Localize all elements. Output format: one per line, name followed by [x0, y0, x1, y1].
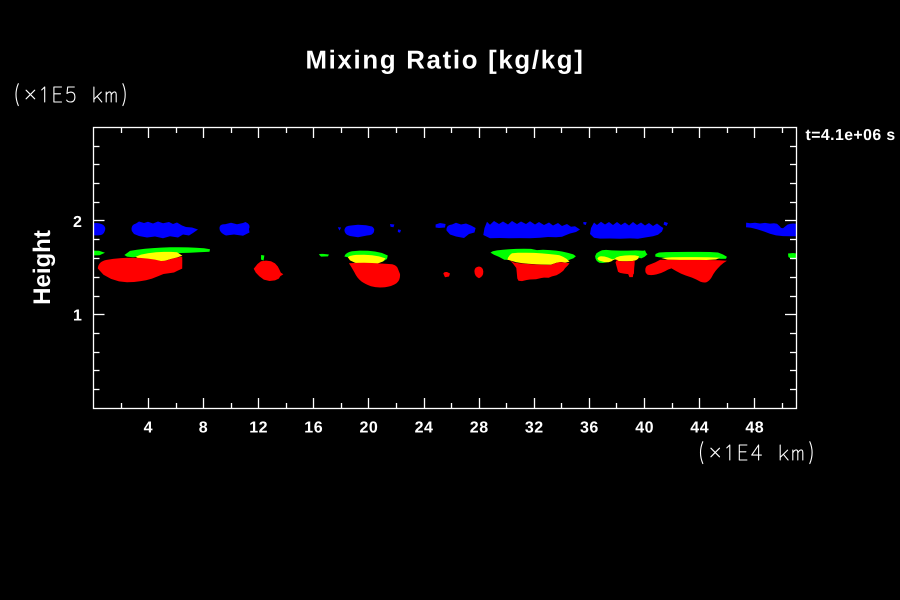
svg-text:Height: Height — [29, 230, 56, 305]
svg-text:28: 28 — [470, 420, 489, 437]
svg-text:12: 12 — [249, 420, 268, 437]
svg-text:40: 40 — [635, 420, 654, 437]
svg-text:36: 36 — [580, 420, 599, 437]
svg-text:Mixing Ratio [kg/kg]: Mixing Ratio [kg/kg] — [305, 47, 584, 75]
svg-text:16: 16 — [304, 420, 323, 437]
svg-text:44: 44 — [690, 420, 709, 437]
svg-text:24: 24 — [415, 420, 434, 437]
svg-text:20: 20 — [360, 420, 379, 437]
svg-text:32: 32 — [525, 420, 544, 437]
svg-text:1: 1 — [73, 308, 82, 325]
svg-text:8: 8 — [199, 420, 208, 437]
svg-text:4: 4 — [144, 420, 153, 437]
svg-text:48: 48 — [745, 420, 764, 437]
svg-text:t=4.1e+06 s: t=4.1e+06 s — [806, 127, 896, 144]
svg-text:2: 2 — [73, 214, 82, 231]
